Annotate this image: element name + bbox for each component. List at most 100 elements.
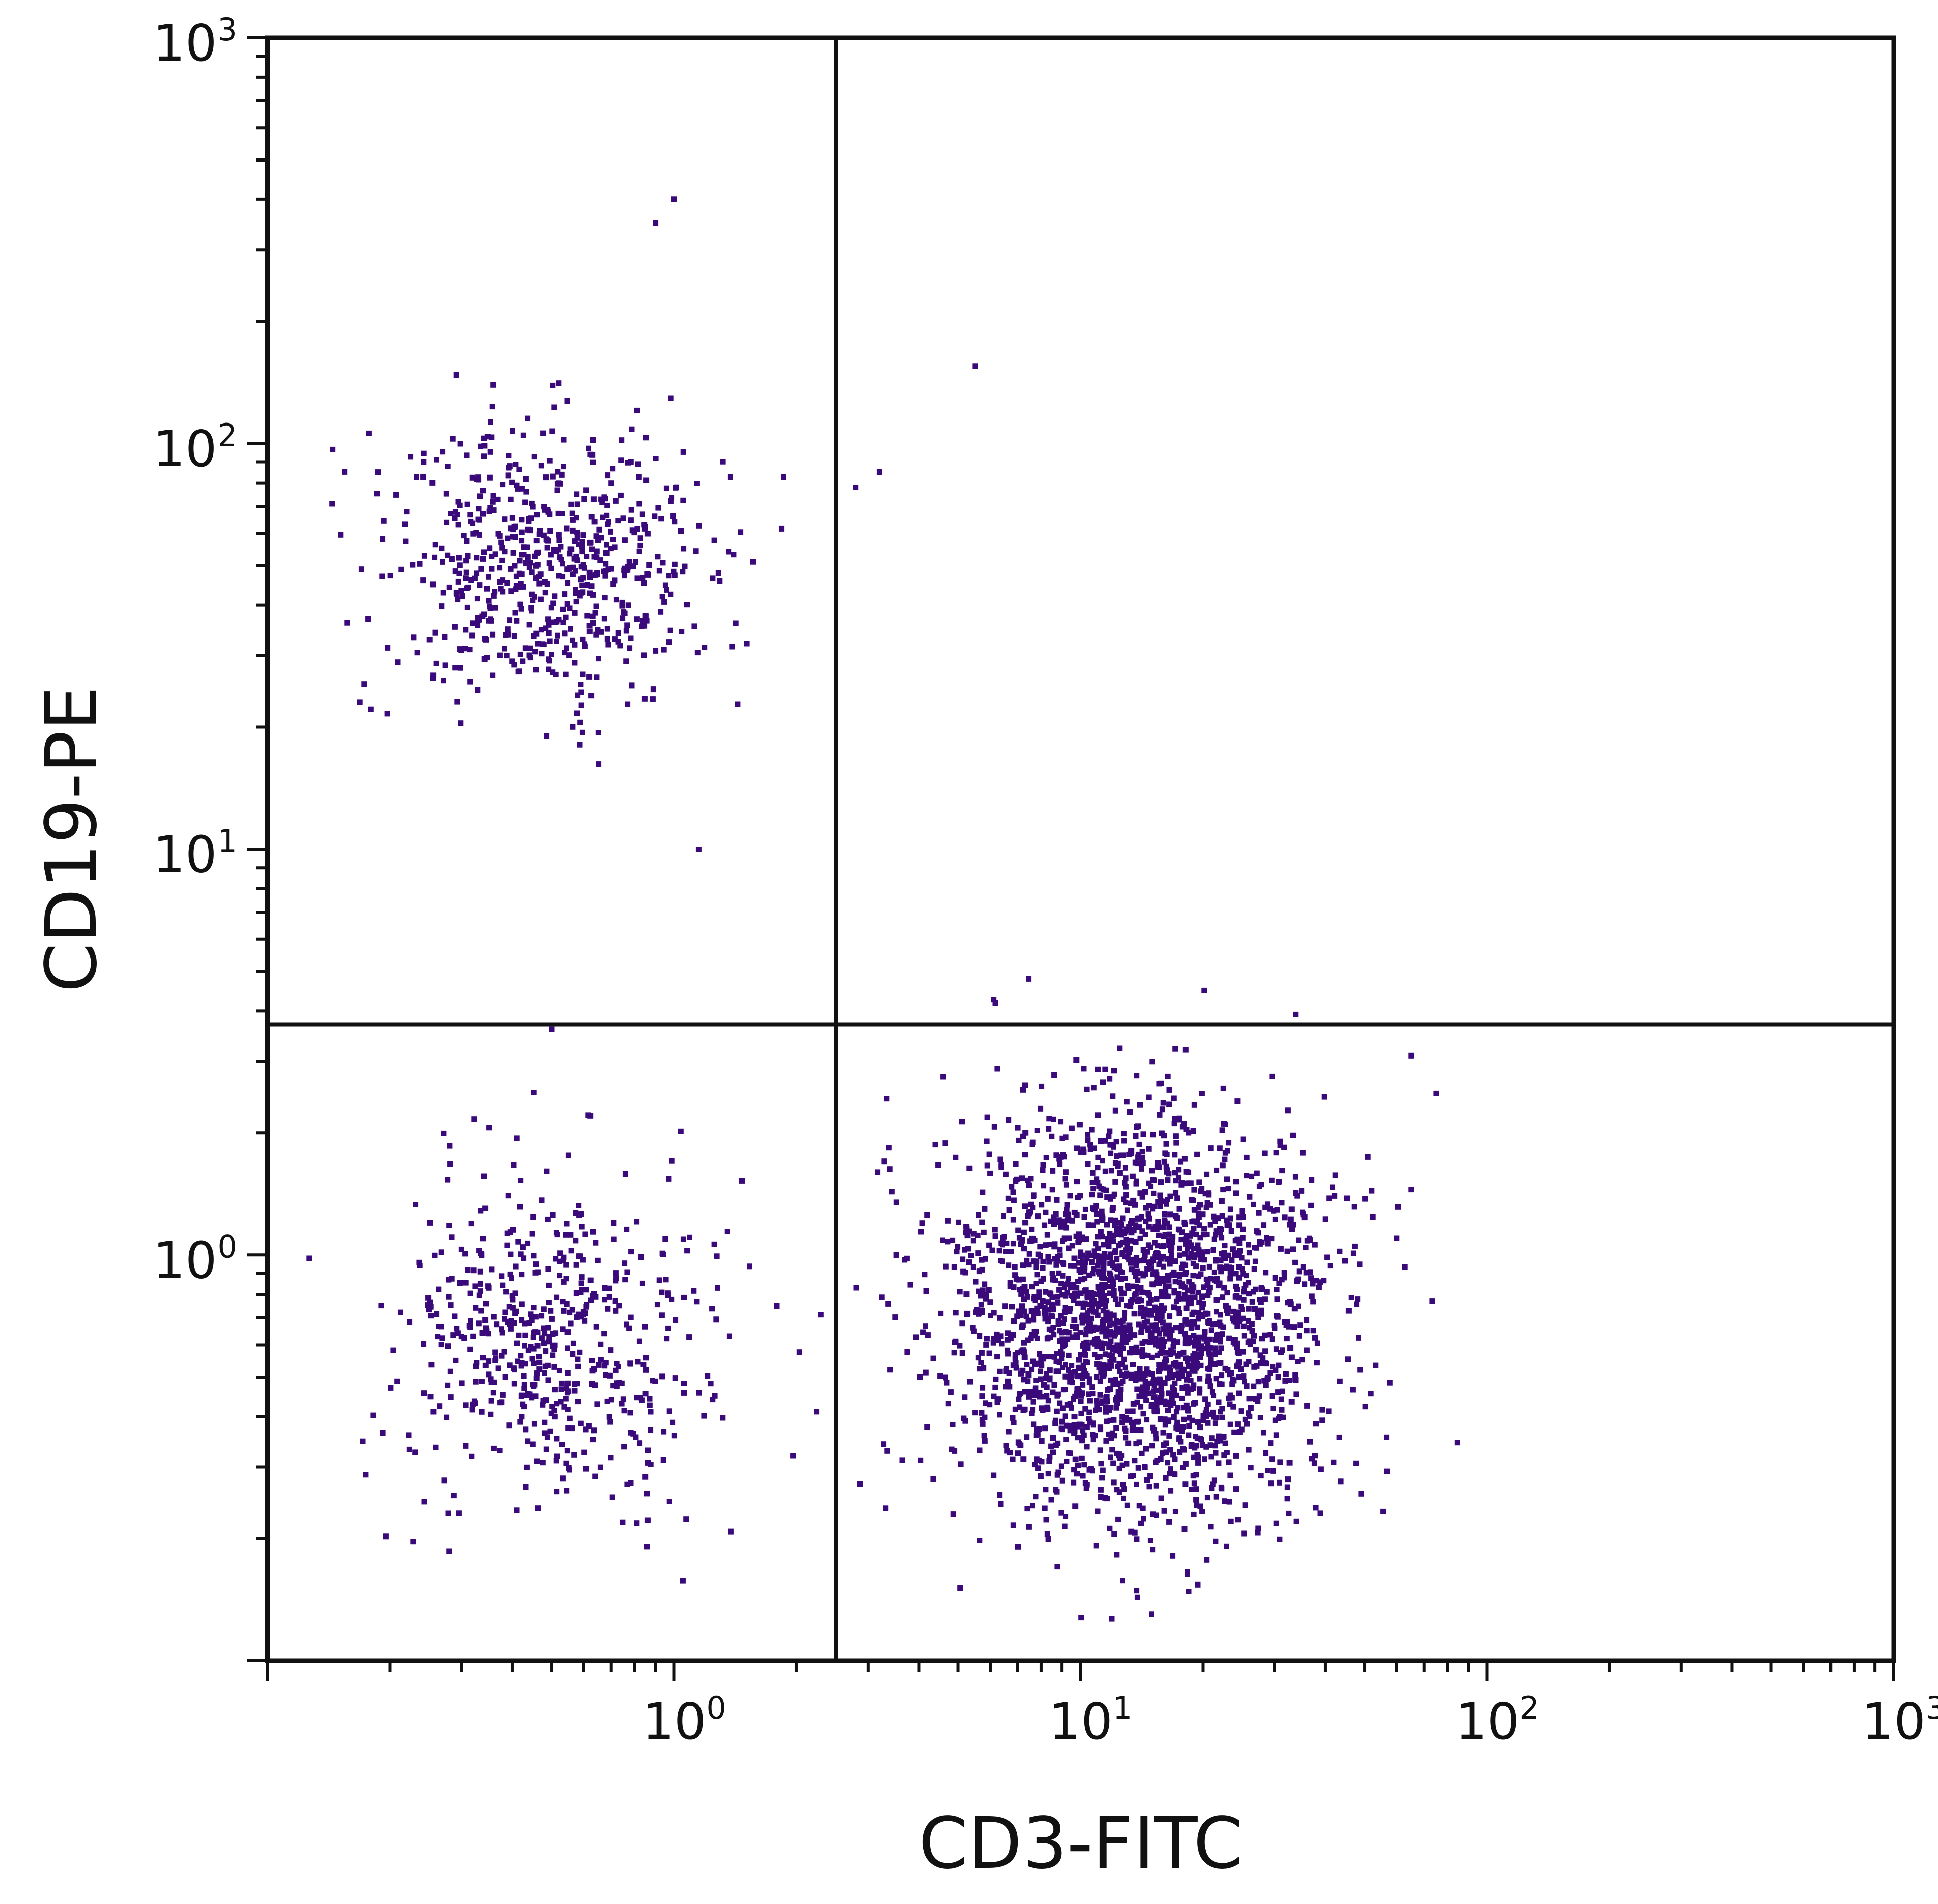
data-point (565, 1152, 571, 1158)
data-point (1124, 1502, 1130, 1508)
data-point (887, 1166, 893, 1172)
data-point (1317, 1279, 1323, 1285)
data-point (1016, 1308, 1022, 1314)
data-point (1160, 1337, 1165, 1343)
data-point (370, 1412, 376, 1418)
data-point (498, 539, 504, 545)
data-point (1083, 1332, 1089, 1338)
data-point (1144, 1366, 1150, 1372)
data-point (1130, 1401, 1137, 1407)
data-point (1134, 1594, 1140, 1600)
data-point (560, 574, 566, 580)
data-point (1122, 1253, 1128, 1259)
data-point (1090, 1391, 1096, 1397)
data-point (1059, 1477, 1065, 1484)
data-point (1125, 1254, 1131, 1260)
data-point (578, 1314, 584, 1320)
data-point (662, 582, 668, 588)
data-point (1203, 1407, 1209, 1413)
data-point (533, 1261, 539, 1267)
data-point (449, 1234, 455, 1240)
data-point (464, 585, 470, 591)
data-point (1273, 1346, 1279, 1352)
data-point (572, 538, 578, 544)
data-point (1255, 1314, 1261, 1320)
data-point (1112, 1160, 1118, 1166)
data-point (1299, 1357, 1305, 1363)
data-point (1185, 1246, 1190, 1252)
data-point (1273, 1520, 1279, 1526)
data-point (1007, 1450, 1013, 1456)
data-point (1083, 1358, 1089, 1364)
data-point (1005, 1347, 1011, 1353)
data-point (1071, 1255, 1078, 1261)
data-point (1024, 1257, 1030, 1263)
data-point (1060, 1320, 1066, 1326)
data-point (1011, 1197, 1017, 1203)
data-point (540, 430, 546, 436)
data-point (1189, 1230, 1195, 1236)
data-point (971, 1328, 977, 1334)
data-point (1162, 1211, 1168, 1217)
data-point (591, 1427, 597, 1434)
data-point (1040, 1298, 1046, 1304)
data-point (516, 1332, 522, 1338)
data-point (1204, 1557, 1210, 1563)
data-point (1236, 1374, 1242, 1380)
data-point (555, 632, 560, 639)
data-point (666, 1499, 672, 1504)
data-point (526, 652, 532, 658)
data-point (1155, 1311, 1161, 1317)
data-point (1042, 1505, 1048, 1511)
data-point (580, 562, 586, 568)
data-point (1112, 1296, 1118, 1302)
data-point (505, 535, 511, 541)
data-point (958, 1461, 964, 1467)
data-point (610, 581, 616, 587)
data-point (1199, 1442, 1205, 1448)
data-point (488, 1376, 494, 1382)
data-point (640, 618, 645, 624)
data-point (1103, 1409, 1109, 1415)
data-point (1143, 1446, 1149, 1452)
data-point (1104, 1394, 1110, 1400)
data-point (1158, 1456, 1164, 1462)
data-point (570, 724, 576, 730)
data-point (1021, 1308, 1027, 1314)
data-point (1037, 1351, 1043, 1357)
data-point (1107, 1322, 1113, 1328)
data-point (622, 573, 627, 579)
data-point (1201, 1284, 1207, 1290)
data-point (1117, 1226, 1123, 1232)
data-point (994, 1354, 1000, 1360)
data-point (1083, 1485, 1089, 1491)
data-point (1237, 1316, 1244, 1322)
data-point (450, 1332, 456, 1338)
data-point (1296, 1303, 1301, 1309)
data-point (886, 1145, 892, 1151)
data-point (539, 651, 545, 657)
data-point (1165, 1407, 1171, 1413)
data-point (1063, 1182, 1069, 1188)
data-point (1147, 1308, 1153, 1314)
data-point (1338, 1478, 1344, 1485)
data-point (1239, 1208, 1245, 1214)
data-point (1141, 1312, 1147, 1318)
data-point (1111, 1312, 1117, 1318)
data-point (1319, 1417, 1325, 1423)
data-point (1227, 1401, 1233, 1407)
data-point (1033, 1264, 1039, 1270)
data-point (1176, 1167, 1182, 1173)
data-point (509, 658, 515, 664)
data-point (1307, 1439, 1313, 1445)
data-point (739, 1178, 745, 1184)
data-point (1107, 1342, 1112, 1348)
data-point (1207, 1442, 1213, 1448)
data-point (1085, 1345, 1091, 1351)
data-point (881, 1441, 887, 1447)
data-point (1025, 1371, 1031, 1377)
data-point (1247, 1413, 1253, 1419)
data-point (1017, 1312, 1024, 1318)
data-point (1134, 1268, 1140, 1275)
data-point (416, 1259, 422, 1265)
